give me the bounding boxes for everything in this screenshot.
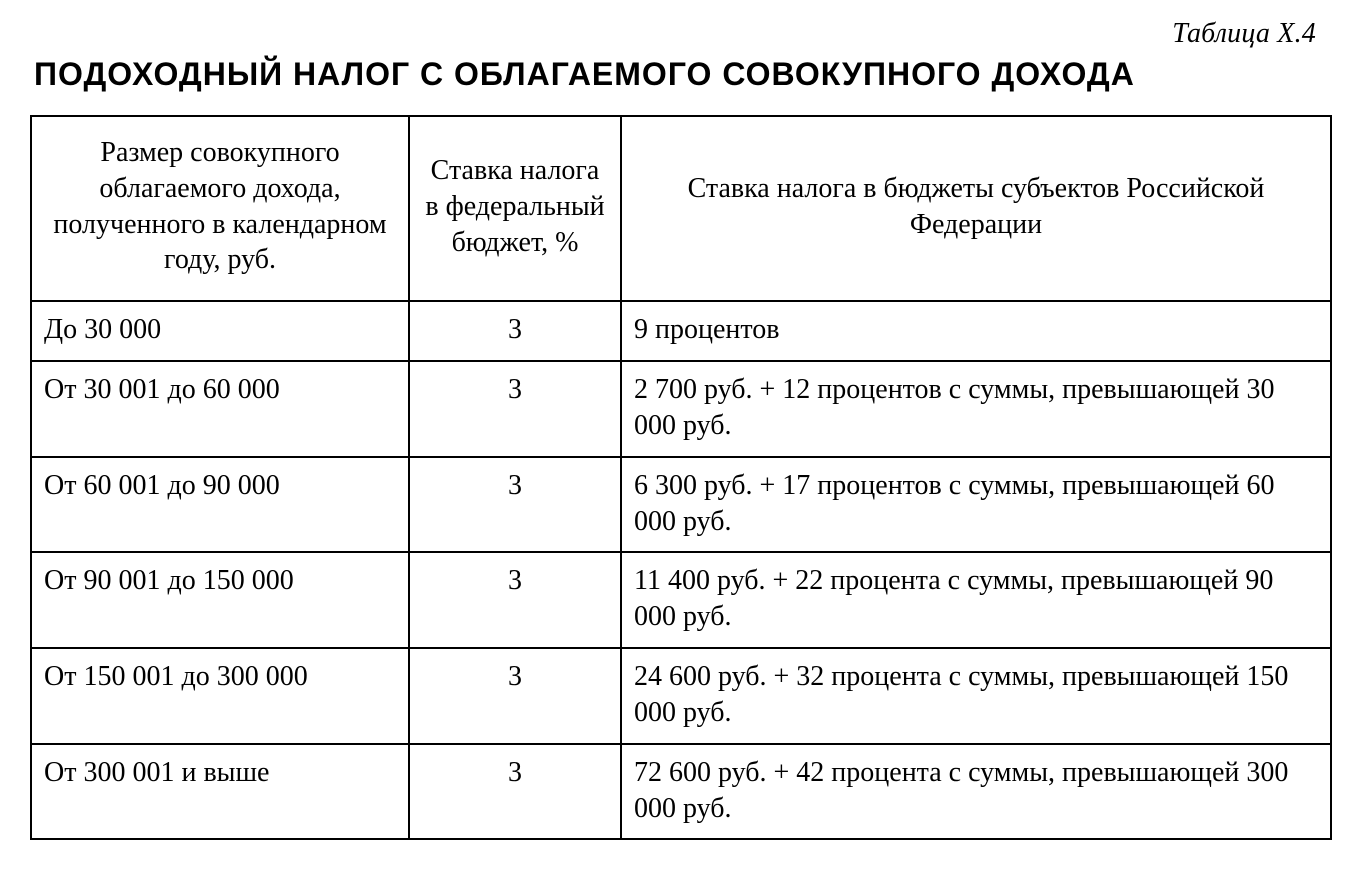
page-title: ПОДОХОДНЫЙ НАЛОГ С ОБЛАГАЕМОГО СОВОКУПНО… (34, 56, 1324, 93)
cell-income: До 30 000 (31, 301, 409, 361)
table-row: От 60 001 до 90 000 3 6 300 руб. + 17 пр… (31, 457, 1331, 553)
cell-federal: 3 (409, 552, 621, 648)
table-row: От 150 001 до 300 000 3 24 600 руб. + 32… (31, 648, 1331, 744)
cell-federal: 3 (409, 648, 621, 744)
cell-income: От 300 001 и выше (31, 744, 409, 840)
cell-subject: 11 400 руб. + 22 процента с суммы, превы… (621, 552, 1331, 648)
cell-income: От 150 001 до 300 000 (31, 648, 409, 744)
cell-subject: 72 600 руб. + 42 процента с суммы, превы… (621, 744, 1331, 840)
col-header-subject: Ставка налога в бюджеты субъектов Россий… (621, 116, 1331, 301)
cell-federal: 3 (409, 457, 621, 553)
cell-federal: 3 (409, 744, 621, 840)
cell-income: От 30 001 до 60 000 (31, 361, 409, 457)
cell-subject: 24 600 руб. + 32 процента с суммы, превы… (621, 648, 1331, 744)
cell-income: От 60 001 до 90 000 (31, 457, 409, 553)
table-row: От 300 001 и выше 3 72 600 руб. + 42 про… (31, 744, 1331, 840)
table-row: От 30 001 до 60 000 3 2 700 руб. + 12 пр… (31, 361, 1331, 457)
cell-income: От 90 001 до 150 000 (31, 552, 409, 648)
col-header-federal: Ставка налога в федеральный бюджет, % (409, 116, 621, 301)
table-header-row: Размер совокупного облагаемого дохода, п… (31, 116, 1331, 301)
table-caption: Таблица X.4 (24, 18, 1316, 50)
cell-subject: 2 700 руб. + 12 процентов с суммы, превы… (621, 361, 1331, 457)
table-row: До 30 000 3 9 процентов (31, 301, 1331, 361)
cell-subject: 6 300 руб. + 17 процентов с суммы, превы… (621, 457, 1331, 553)
tax-table: Размер совокупного облагаемого дохода, п… (30, 115, 1332, 840)
cell-subject: 9 процентов (621, 301, 1331, 361)
cell-federal: 3 (409, 361, 621, 457)
col-header-income: Размер совокупного облагаемого дохода, п… (31, 116, 409, 301)
cell-federal: 3 (409, 301, 621, 361)
table-row: От 90 001 до 150 000 3 11 400 руб. + 22 … (31, 552, 1331, 648)
